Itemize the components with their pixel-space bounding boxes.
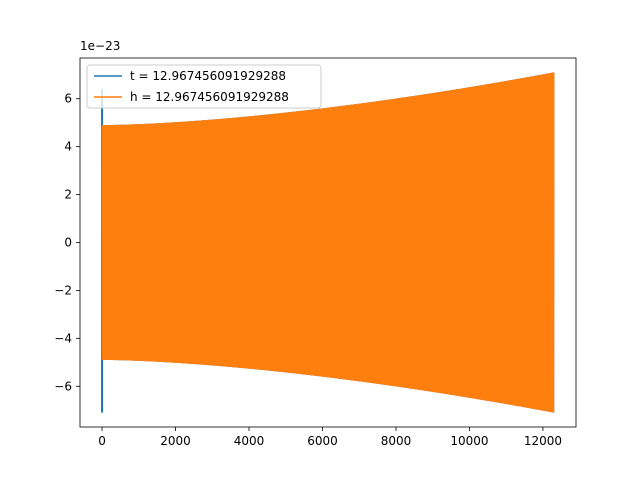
y-tick-label: 0 [64, 236, 72, 250]
legend-box [86, 64, 322, 109]
y-tick-label: 4 [64, 140, 72, 154]
y-tick-label: 6 [64, 92, 72, 106]
plot-area [101, 72, 555, 413]
series-line-1 [101, 72, 555, 413]
x-tick-label: 8000 [381, 434, 412, 448]
x-tick-label: 10000 [450, 434, 488, 448]
legend-label-h: h = 12.967456091929288 [130, 90, 289, 104]
legend: t = 12.967456091929288 h = 12.9674560919… [86, 64, 322, 109]
x-tick-label: 0 [98, 434, 106, 448]
y-axis: −6 −4 −2 0 2 4 6 [54, 92, 80, 393]
legend-label-t: t = 12.967456091929288 [130, 69, 286, 83]
x-tick-label: 2000 [160, 434, 191, 448]
y-tick-label: 2 [64, 188, 72, 202]
x-tick-label: 6000 [307, 434, 338, 448]
y-tick-label: −6 [54, 379, 72, 393]
x-axis: 0 2000 4000 6000 8000 10000 12000 [98, 427, 562, 448]
y-tick-label: −4 [54, 331, 72, 345]
x-tick-label: 4000 [234, 434, 265, 448]
x-tick-label: 12000 [524, 434, 562, 448]
offset-label: 1e−23 [80, 39, 120, 53]
y-tick-label: −2 [54, 283, 72, 297]
